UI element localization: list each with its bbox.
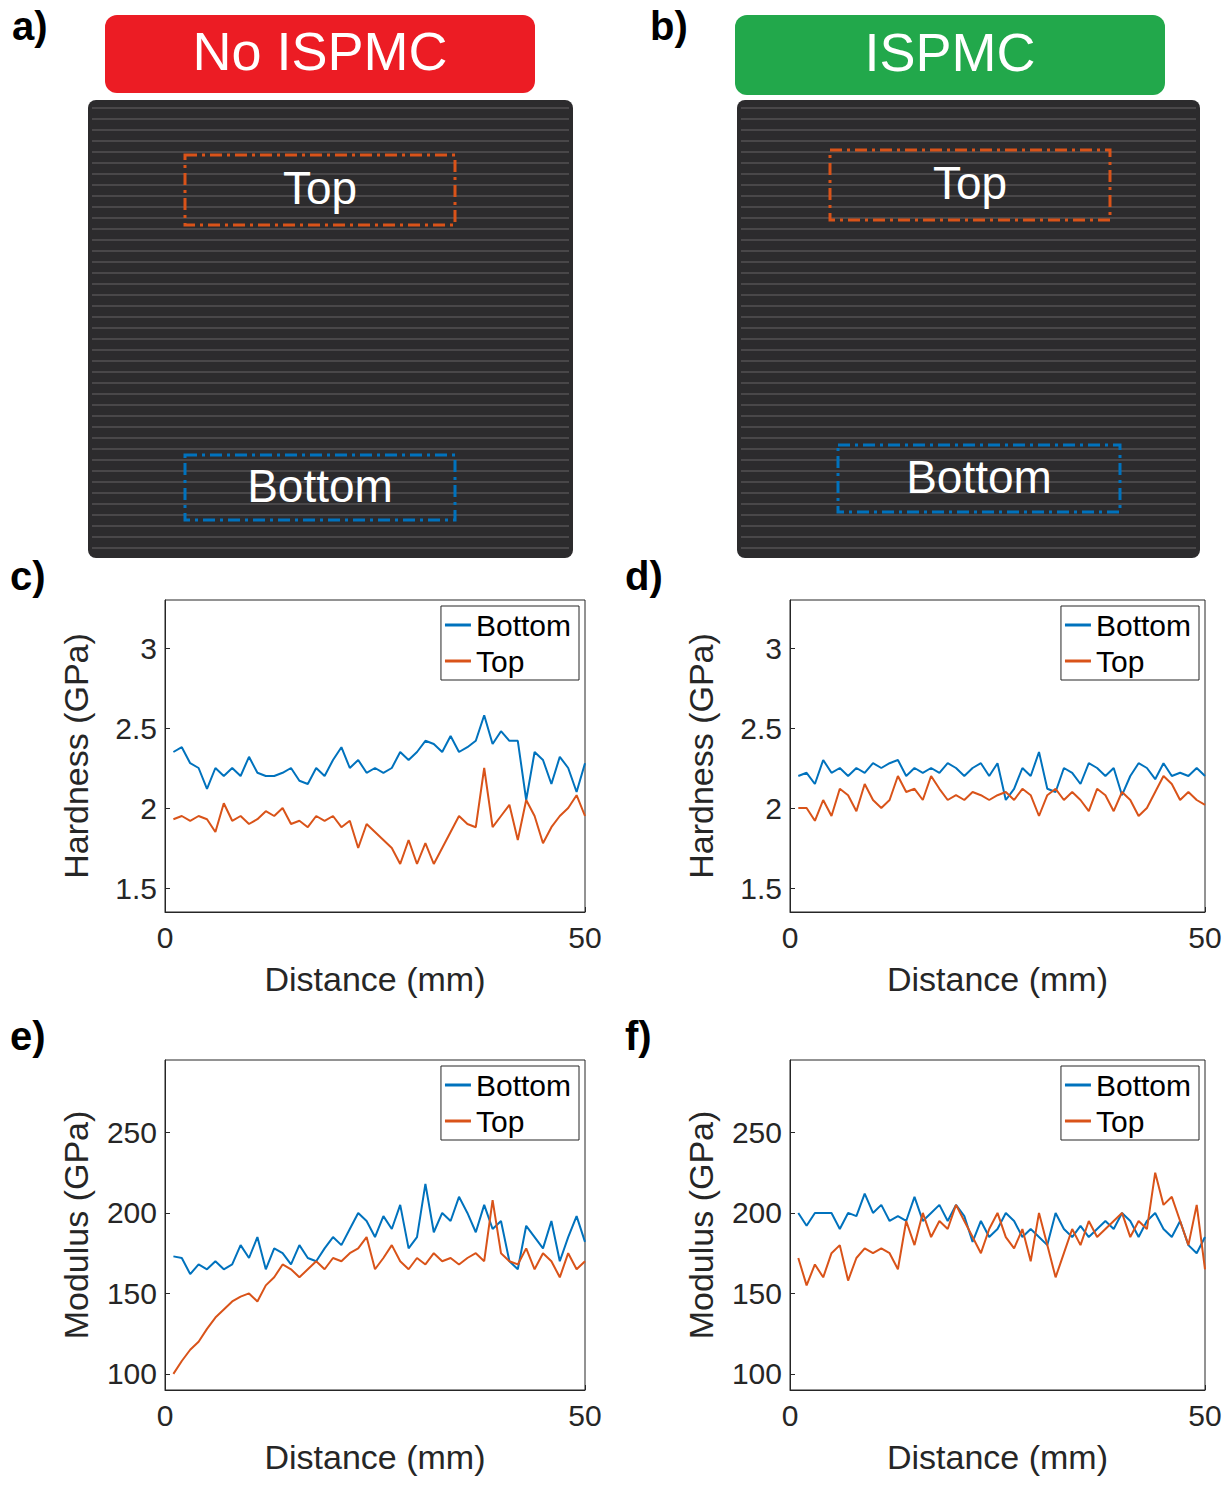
svg-text:Top: Top xyxy=(1096,645,1144,678)
svg-text:Bottom: Bottom xyxy=(476,1069,571,1102)
svg-text:Hardness (GPa): Hardness (GPa) xyxy=(57,633,95,879)
svg-text:150: 150 xyxy=(107,1277,157,1310)
svg-text:0: 0 xyxy=(157,921,174,954)
svg-text:Hardness (GPa): Hardness (GPa) xyxy=(682,633,720,879)
svg-text:a): a) xyxy=(12,4,48,48)
svg-text:50: 50 xyxy=(1188,921,1221,954)
svg-text:0: 0 xyxy=(782,921,799,954)
svg-text:250: 250 xyxy=(732,1116,782,1149)
svg-text:50: 50 xyxy=(568,921,601,954)
svg-text:100: 100 xyxy=(732,1357,782,1390)
svg-text:50: 50 xyxy=(568,1399,601,1432)
svg-text:Top: Top xyxy=(476,1105,524,1138)
svg-text:Bottom: Bottom xyxy=(906,451,1052,503)
svg-text:50: 50 xyxy=(1188,1399,1221,1432)
svg-text:Top: Top xyxy=(933,157,1007,209)
svg-text:1.5: 1.5 xyxy=(740,872,782,905)
svg-text:2.5: 2.5 xyxy=(115,712,157,745)
html-text:c): c) xyxy=(10,554,46,598)
svg-text:150: 150 xyxy=(732,1277,782,1310)
svg-text:2.5: 2.5 xyxy=(740,712,782,745)
svg-text:Distance (mm): Distance (mm) xyxy=(264,1438,485,1476)
svg-text:200: 200 xyxy=(732,1196,782,1229)
svg-text:No ISPMC: No ISPMC xyxy=(192,21,447,81)
svg-text:Modulus (GPa): Modulus (GPa) xyxy=(57,1111,95,1340)
svg-text:Bottom: Bottom xyxy=(476,609,571,642)
svg-text:3: 3 xyxy=(765,632,782,665)
svg-text:Distance (mm): Distance (mm) xyxy=(887,960,1108,998)
html-text:f): f) xyxy=(625,1014,652,1058)
svg-text:2: 2 xyxy=(140,792,157,825)
svg-text:ISPMC: ISPMC xyxy=(864,22,1035,82)
svg-text:Bottom: Bottom xyxy=(247,460,393,512)
svg-text:3: 3 xyxy=(140,632,157,665)
svg-text:250: 250 xyxy=(107,1116,157,1149)
svg-text:0: 0 xyxy=(157,1399,174,1432)
html-text:e): e) xyxy=(10,1014,46,1058)
svg-text:Top: Top xyxy=(1096,1105,1144,1138)
svg-text:Bottom: Bottom xyxy=(1096,1069,1191,1102)
svg-text:1.5: 1.5 xyxy=(115,872,157,905)
svg-text:0: 0 xyxy=(782,1399,799,1432)
svg-text:Distance (mm): Distance (mm) xyxy=(264,960,485,998)
svg-text:Modulus (GPa): Modulus (GPa) xyxy=(682,1111,720,1340)
svg-text:b): b) xyxy=(650,4,688,48)
svg-text:Top: Top xyxy=(476,645,524,678)
svg-text:Top: Top xyxy=(283,162,357,214)
svg-text:100: 100 xyxy=(107,1357,157,1390)
svg-text:Bottom: Bottom xyxy=(1096,609,1191,642)
html-text:d): d) xyxy=(625,554,663,598)
svg-text:200: 200 xyxy=(107,1196,157,1229)
svg-text:Distance (mm): Distance (mm) xyxy=(887,1438,1108,1476)
svg-text:2: 2 xyxy=(765,792,782,825)
